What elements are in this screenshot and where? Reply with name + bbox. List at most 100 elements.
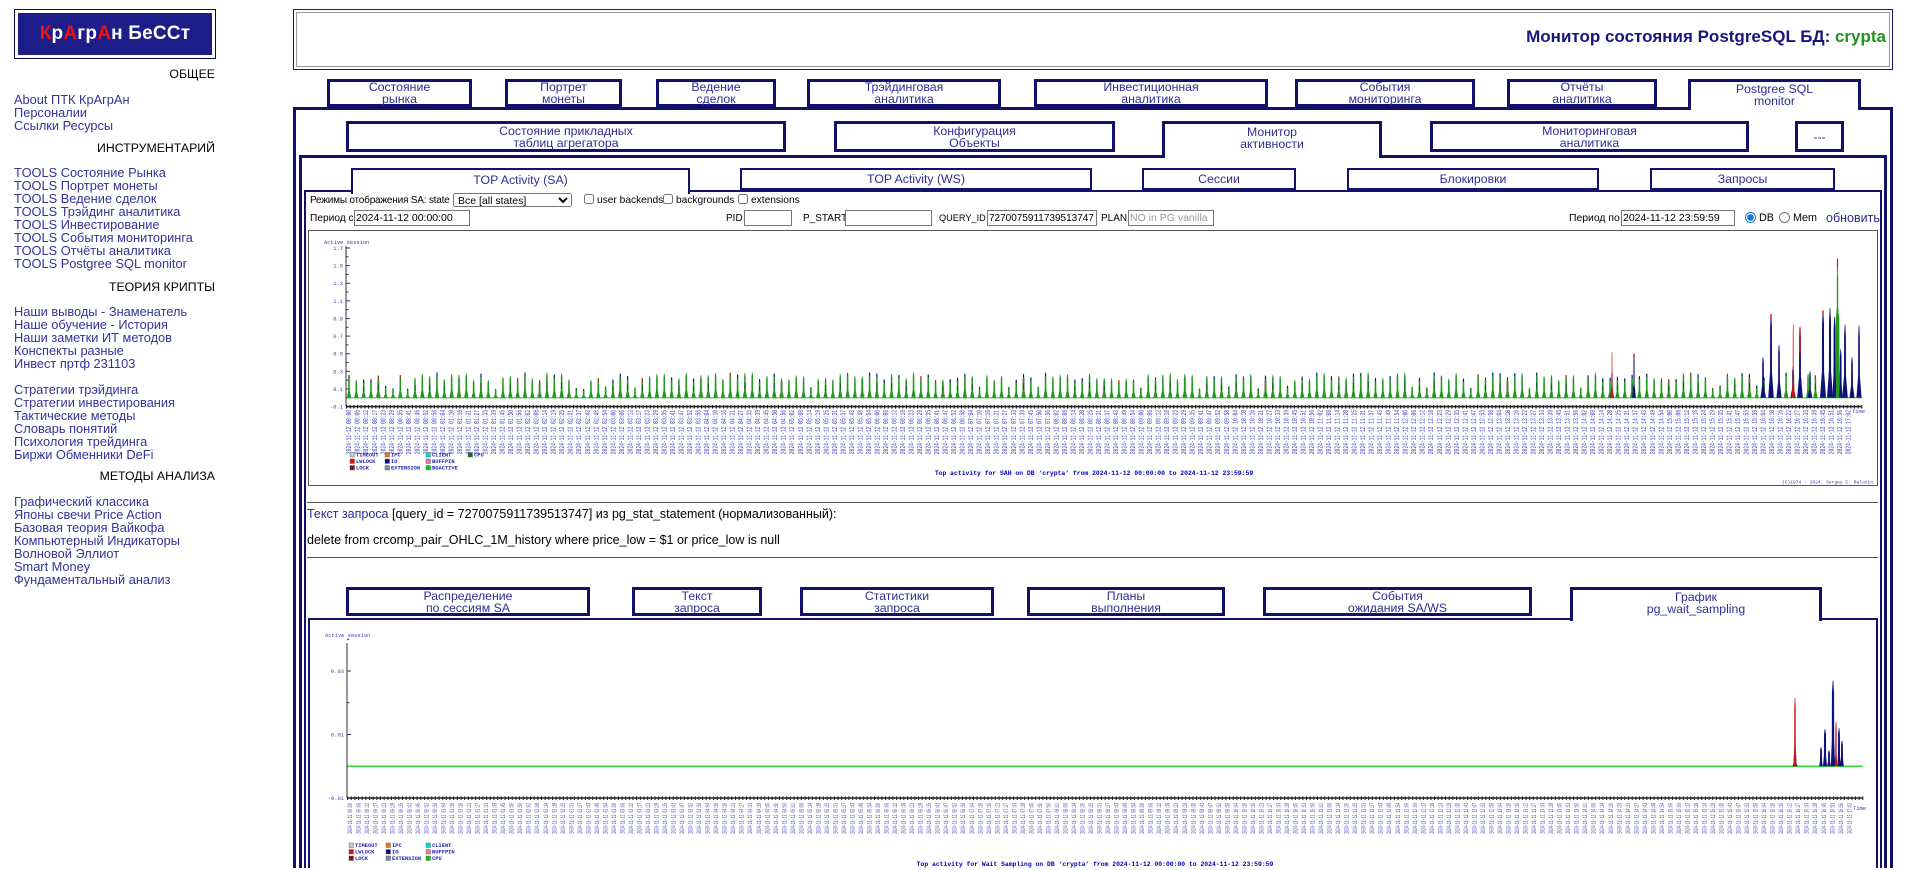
svg-text:2024-11-12 03:41: 2024-11-12 03:41	[669, 410, 677, 454]
svg-text:2024-11-12 10:33: 2024-11-12 10:33	[1274, 410, 1282, 454]
svg-text:2024-11-12 00:06: 2024-11-12 00:06	[355, 803, 362, 834]
svg-text:2024-11-12 02:54: 2024-11-12 02:54	[601, 410, 609, 454]
svg-text:2024-11-12 10:39: 2024-11-12 10:39	[1282, 410, 1290, 454]
svg-text:2024-11-12 03:58: 2024-11-12 03:58	[694, 410, 702, 454]
svg-text:2024-11-12 03:00: 2024-11-12 03:00	[609, 410, 617, 454]
svg-text:2024-11-12 09:12: 2024-11-12 09:12	[1155, 410, 1163, 454]
svg-text:1.1: 1.1	[333, 299, 343, 305]
svg-text:2024-11-12 11:14: 2024-11-12 11:14	[1335, 803, 1342, 834]
svg-text:0.9: 0.9	[333, 316, 343, 322]
svg-text:2024-11-12 08:37: 2024-11-12 08:37	[1105, 803, 1112, 834]
svg-text:2024-11-12 11:49: 2024-11-12 11:49	[1385, 410, 1393, 454]
svg-text:2024-11-12 10:51: 2024-11-12 10:51	[1299, 410, 1307, 454]
svg-text:2024-11-12 05:14: 2024-11-12 05:14	[807, 803, 814, 834]
svg-text:2024-11-12 06:23: 2024-11-12 06:23	[907, 410, 915, 454]
svg-text:2024-11-12 05:37: 2024-11-12 05:37	[839, 410, 847, 454]
svg-text:2024-11-12 16:33: 2024-11-12 16:33	[1802, 410, 1810, 454]
svg-text:2024-11-12 14:25: 2024-11-12 14:25	[1615, 410, 1623, 454]
svg-text:TIMEOUT: TIMEOUT	[355, 843, 378, 849]
svg-text:0.5: 0.5	[333, 352, 343, 358]
svg-text:2024-11-12 15:29: 2024-11-12 15:29	[1708, 410, 1716, 454]
svg-text:2024-11-12 09:12: 2024-11-12 09:12	[1156, 803, 1163, 834]
svg-text:2024-11-12 07:45: 2024-11-12 07:45	[1027, 410, 1035, 454]
svg-text:0.01: 0.01	[331, 733, 344, 739]
svg-text:2024-11-12 00:00: 2024-11-12 00:00	[345, 410, 353, 454]
svg-text:2024-11-12 07:21: 2024-11-12 07:21	[993, 410, 1001, 454]
svg-text:2024-11-12 03:58: 2024-11-12 03:58	[696, 803, 703, 834]
svg-text:2024-11-12 03:06: 2024-11-12 03:06	[619, 803, 626, 834]
svg-text:2024-11-12 04:27: 2024-11-12 04:27	[739, 803, 746, 834]
svg-text:2024-11-12 02:25: 2024-11-12 02:25	[560, 803, 567, 834]
svg-text:2024-11-12 11:20: 2024-11-12 11:20	[1344, 803, 1351, 834]
svg-text:EXTENSION: EXTENSION	[392, 856, 421, 862]
svg-text:2024-11-12 11:25: 2024-11-12 11:25	[1352, 803, 1359, 834]
svg-text:2024-11-12 15:35: 2024-11-12 15:35	[1717, 410, 1725, 454]
svg-text:2024-11-12 05:02: 2024-11-12 05:02	[788, 410, 796, 454]
svg-text:IPC: IPC	[391, 453, 401, 459]
svg-text:2024-11-12 13:10: 2024-11-12 13:10	[1506, 803, 1513, 834]
svg-text:2024-11-12 03:00: 2024-11-12 03:00	[611, 803, 618, 834]
svg-text:2024-11-12 16:22: 2024-11-12 16:22	[1787, 803, 1794, 834]
svg-text:0.03: 0.03	[331, 669, 344, 675]
svg-text:2024-11-12 10:21: 2024-11-12 10:21	[1257, 410, 1265, 454]
svg-text:2024-11-12 03:35: 2024-11-12 03:35	[662, 803, 669, 834]
svg-text:2024-11-12 06:58: 2024-11-12 06:58	[960, 803, 967, 834]
svg-text:2024-11-12 08:54: 2024-11-12 08:54	[1131, 803, 1138, 834]
svg-text:2024-11-12 11:31: 2024-11-12 11:31	[1359, 410, 1367, 454]
svg-text:2024-11-12 09:41: 2024-11-12 09:41	[1197, 410, 1205, 454]
svg-text:2024-11-12 16:56: 2024-11-12 16:56	[1836, 410, 1844, 454]
svg-text:2024-11-12 07:27: 2024-11-12 07:27	[1003, 803, 1010, 834]
svg-text:2024-11-12 04:33: 2024-11-12 04:33	[746, 410, 754, 454]
svg-text:2024-11-12 06:47: 2024-11-12 06:47	[943, 803, 950, 834]
svg-text:2024-11-12 10:16: 2024-11-12 10:16	[1248, 410, 1256, 454]
svg-text:2024-11-12 02:48: 2024-11-12 02:48	[592, 410, 600, 454]
svg-text:2024-11-12 07:50: 2024-11-12 07:50	[1035, 410, 1043, 454]
svg-text:TIMEOUT: TIMEOUT	[356, 453, 379, 459]
svg-text:2024-11-12 14:31: 2024-11-12 14:31	[1623, 410, 1631, 454]
svg-text:2024-11-12 15:12: 2024-11-12 15:12	[1683, 410, 1691, 454]
svg-text:2024-11-12 16:16: 2024-11-12 16:16	[1778, 803, 1785, 834]
svg-text:2024-11-12 06:12: 2024-11-12 06:12	[890, 410, 898, 454]
svg-text:2024-11-12 13:33: 2024-11-12 13:33	[1538, 410, 1546, 454]
svg-text:2024-11-12 14:25: 2024-11-12 14:25	[1616, 803, 1623, 834]
svg-text:2024-11-12 08:02: 2024-11-12 08:02	[1052, 410, 1060, 454]
svg-text:2024-11-12 08:49: 2024-11-12 08:49	[1120, 410, 1128, 454]
svg-text:2024-11-12 00:58: 2024-11-12 00:58	[432, 803, 439, 834]
svg-text:Active session: Active session	[325, 633, 370, 639]
svg-text:2024-11-12 09:58: 2024-11-12 09:58	[1224, 803, 1231, 834]
svg-text:2024-11-12 16:27: 2024-11-12 16:27	[1794, 410, 1802, 454]
svg-text:2024-11-12 06:41: 2024-11-12 06:41	[935, 803, 942, 834]
svg-text:2024-11-12 08:31: 2024-11-12 08:31	[1097, 803, 1104, 834]
svg-text:2024-11-12 10:04: 2024-11-12 10:04	[1233, 803, 1240, 834]
svg-text:2024-11-12 04:56: 2024-11-12 04:56	[781, 803, 788, 834]
svg-text:2024-11-12 08:20: 2024-11-12 08:20	[1080, 803, 1087, 834]
svg-text:2024-11-12 07:50: 2024-11-12 07:50	[1037, 803, 1044, 834]
svg-text:2024-11-12 13:16: 2024-11-12 13:16	[1514, 803, 1521, 834]
svg-text:2024-11-12 03:29: 2024-11-12 03:29	[654, 803, 661, 834]
svg-text:2024-11-12 06:12: 2024-11-12 06:12	[892, 803, 899, 834]
svg-text:2024-11-12 05:31: 2024-11-12 05:31	[832, 803, 839, 834]
svg-text:2024-11-12 16:33: 2024-11-12 16:33	[1804, 803, 1811, 834]
svg-text:2024-11-12 05:43: 2024-11-12 05:43	[850, 803, 857, 834]
svg-text:2024-11-12 08:43: 2024-11-12 08:43	[1114, 803, 1121, 834]
svg-text:IO: IO	[392, 850, 399, 856]
svg-text:2024-11-12 09:58: 2024-11-12 09:58	[1223, 410, 1231, 454]
svg-text:LWLOCK: LWLOCK	[356, 459, 376, 465]
svg-text:2024-11-12 08:25: 2024-11-12 08:25	[1088, 803, 1095, 834]
svg-text:2024-11-12 01:16: 2024-11-12 01:16	[458, 803, 465, 834]
svg-text:-0.1: -0.1	[330, 405, 343, 411]
svg-text:2024-11-12 12:23: 2024-11-12 12:23	[1436, 410, 1444, 454]
svg-text:2024-11-12 00:35: 2024-11-12 00:35	[398, 803, 405, 834]
svg-text:2024-11-12 10:56: 2024-11-12 10:56	[1310, 803, 1317, 834]
svg-text:2024-11-12 05:08: 2024-11-12 05:08	[798, 803, 805, 834]
svg-text:BGACTIVE: BGACTIVE	[432, 466, 459, 472]
svg-text:2024-11-12 01:16: 2024-11-12 01:16	[456, 410, 464, 454]
svg-text:2024-11-12 05:31: 2024-11-12 05:31	[831, 410, 839, 454]
svg-text:2024-11-12 14:20: 2024-11-12 14:20	[1608, 803, 1615, 834]
svg-text:2024-11-12 04:39: 2024-11-12 04:39	[756, 803, 763, 834]
svg-text:2024-11-12 00:29: 2024-11-12 00:29	[389, 803, 396, 834]
svg-text:2024-11-12 09:52: 2024-11-12 09:52	[1216, 803, 1223, 834]
svg-text:1.5: 1.5	[333, 264, 343, 270]
svg-text:2024-11-12 03:17: 2024-11-12 03:17	[637, 803, 644, 834]
svg-text:2024-11-12 08:37: 2024-11-12 08:37	[1103, 410, 1111, 454]
